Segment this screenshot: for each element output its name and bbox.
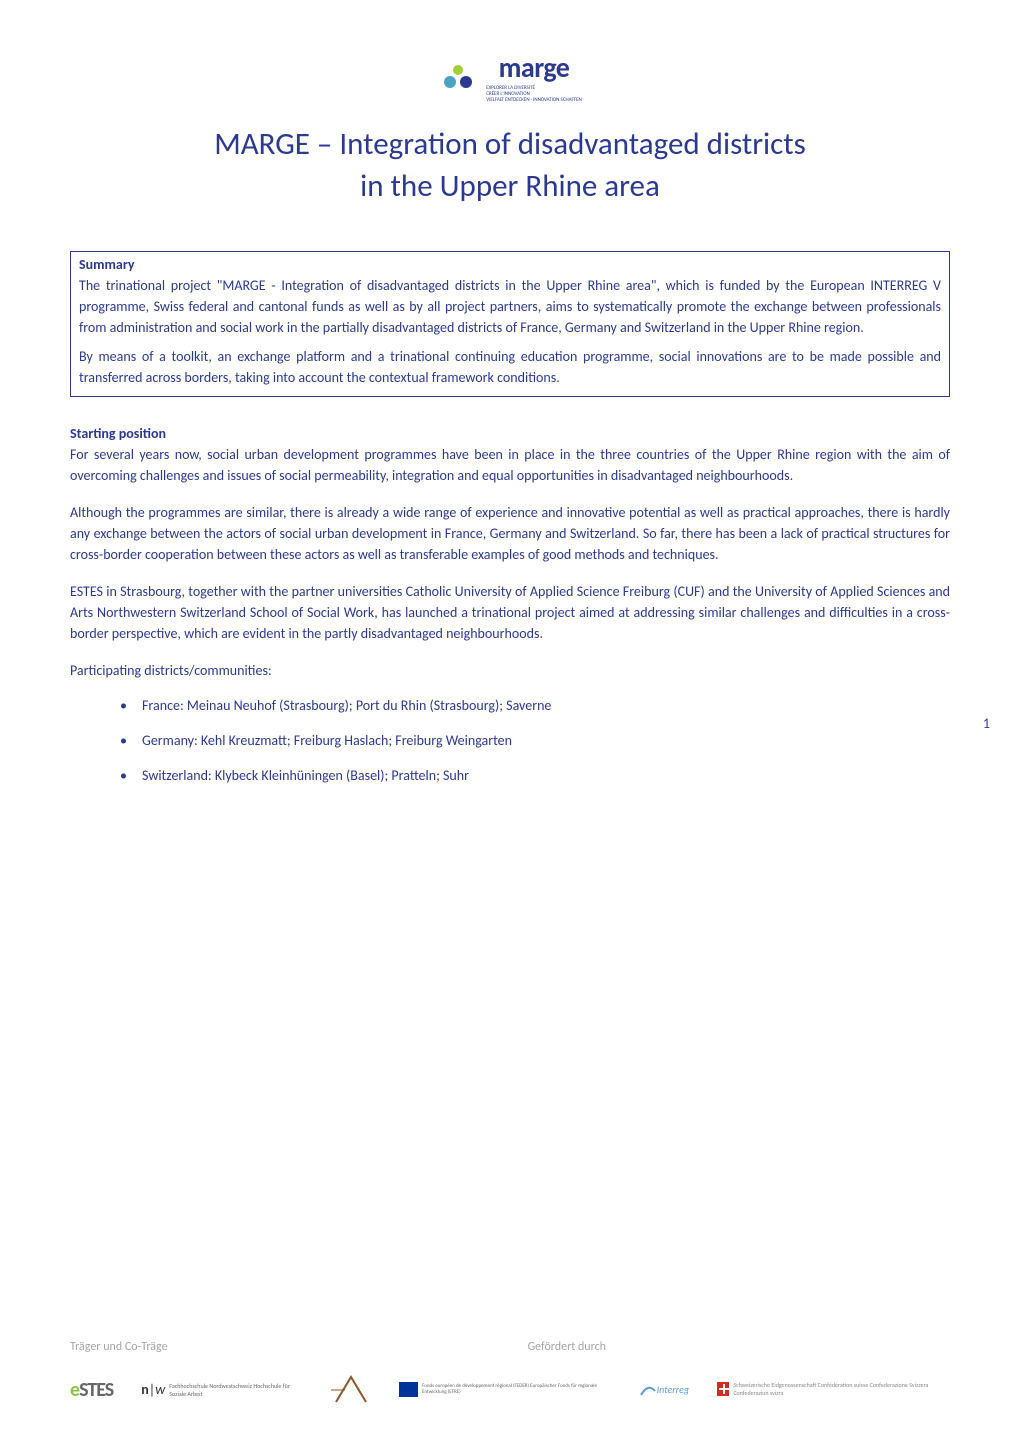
marge-logo-icon — [438, 62, 478, 92]
logo-tagline-3: VIELFALT ENTDECKEN · INNOVATION SCHAFFEN — [486, 97, 582, 103]
nw-sub-text: Fachhochschule Nordwestschweiz Hochschul… — [169, 1382, 302, 1398]
starting-paragraph-1: For several years now, social urban deve… — [70, 444, 950, 486]
cuf-logo-mark — [331, 1372, 371, 1407]
estes-text: STES — [79, 1378, 113, 1402]
eu-flag-icon — [399, 1382, 418, 1397]
page-number: 1 — [983, 715, 990, 732]
swiss-confederation-logo: Schweizerische Eidgenossenschaft Confédé… — [717, 1382, 950, 1396]
nw-bold: n — [141, 1381, 149, 1398]
footer-label-left: Träger und Co-Träge — [70, 1340, 528, 1354]
footer-labels-row: Träger und Co-Träge Gefördert durch — [70, 1340, 950, 1354]
summary-paragraph-2: By means of a toolkit, an exchange platf… — [79, 346, 941, 388]
nw-italic: w — [155, 1381, 165, 1398]
estes-logo: eSTES — [70, 1378, 113, 1402]
feder-logo: Fonds européen de développement régional… — [399, 1382, 611, 1397]
starting-paragraph-2: Although the programmes are similar, the… — [70, 502, 950, 565]
footer-logos-row: eSTES n|w Fachhochschule Nordwestschweiz… — [70, 1372, 950, 1407]
swiss-text: Schweizerische Eidgenossenschaft Confédé… — [733, 1382, 950, 1396]
title-line-1: MARGE – Integration of disadvantaged dis… — [214, 125, 806, 163]
list-item: Switzerland: Klybeck Kleinhüningen (Base… — [120, 767, 950, 784]
logo-block: marge EXPLORER LA DIVERSITÉ CRÉER L'INNO… — [70, 50, 950, 103]
footer-label-right: Gefördert durch — [528, 1340, 606, 1354]
feder-text: Fonds européen de développement régional… — [422, 1384, 611, 1395]
summary-paragraph-1: The trinational project "MARGE - Integra… — [79, 275, 941, 338]
interreg-logo: Interreg — [639, 1381, 689, 1399]
footer: Träger und Co-Träge Gefördert durch eSTE… — [70, 1340, 950, 1407]
summary-heading: Summary — [79, 256, 941, 273]
starting-position-section: Starting position For several years now,… — [70, 425, 950, 784]
page-title: MARGE – Integration of disadvantaged dis… — [70, 123, 950, 206]
title-line-2: in the Upper Rhine area — [360, 167, 660, 205]
swiss-flag-icon — [717, 1382, 729, 1396]
nw-logo: n|w Fachhochschule Nordwestschweiz Hochs… — [141, 1381, 302, 1398]
districts-list: France: Meinau Neuhof (Strasbourg); Port… — [120, 697, 950, 784]
interreg-swoosh-icon — [639, 1381, 657, 1399]
list-item: Germany: Kehl Kreuzmatt; Freiburg Haslac… — [120, 732, 950, 749]
logo-brand-text: marge — [486, 50, 582, 85]
list-item: France: Meinau Neuhof (Strasbourg); Port… — [120, 697, 950, 714]
starting-paragraph-4: Participating districts/communities: — [70, 660, 950, 681]
starting-heading: Starting position — [70, 425, 950, 442]
cuf-logo — [331, 1372, 371, 1407]
interreg-text: Interreg — [657, 1383, 689, 1396]
marge-logo: marge EXPLORER LA DIVERSITÉ CRÉER L'INNO… — [438, 50, 582, 103]
starting-paragraph-3: ESTES in Strasbourg, together with the p… — [70, 581, 950, 644]
summary-box: Summary The trinational project "MARGE -… — [70, 251, 950, 397]
